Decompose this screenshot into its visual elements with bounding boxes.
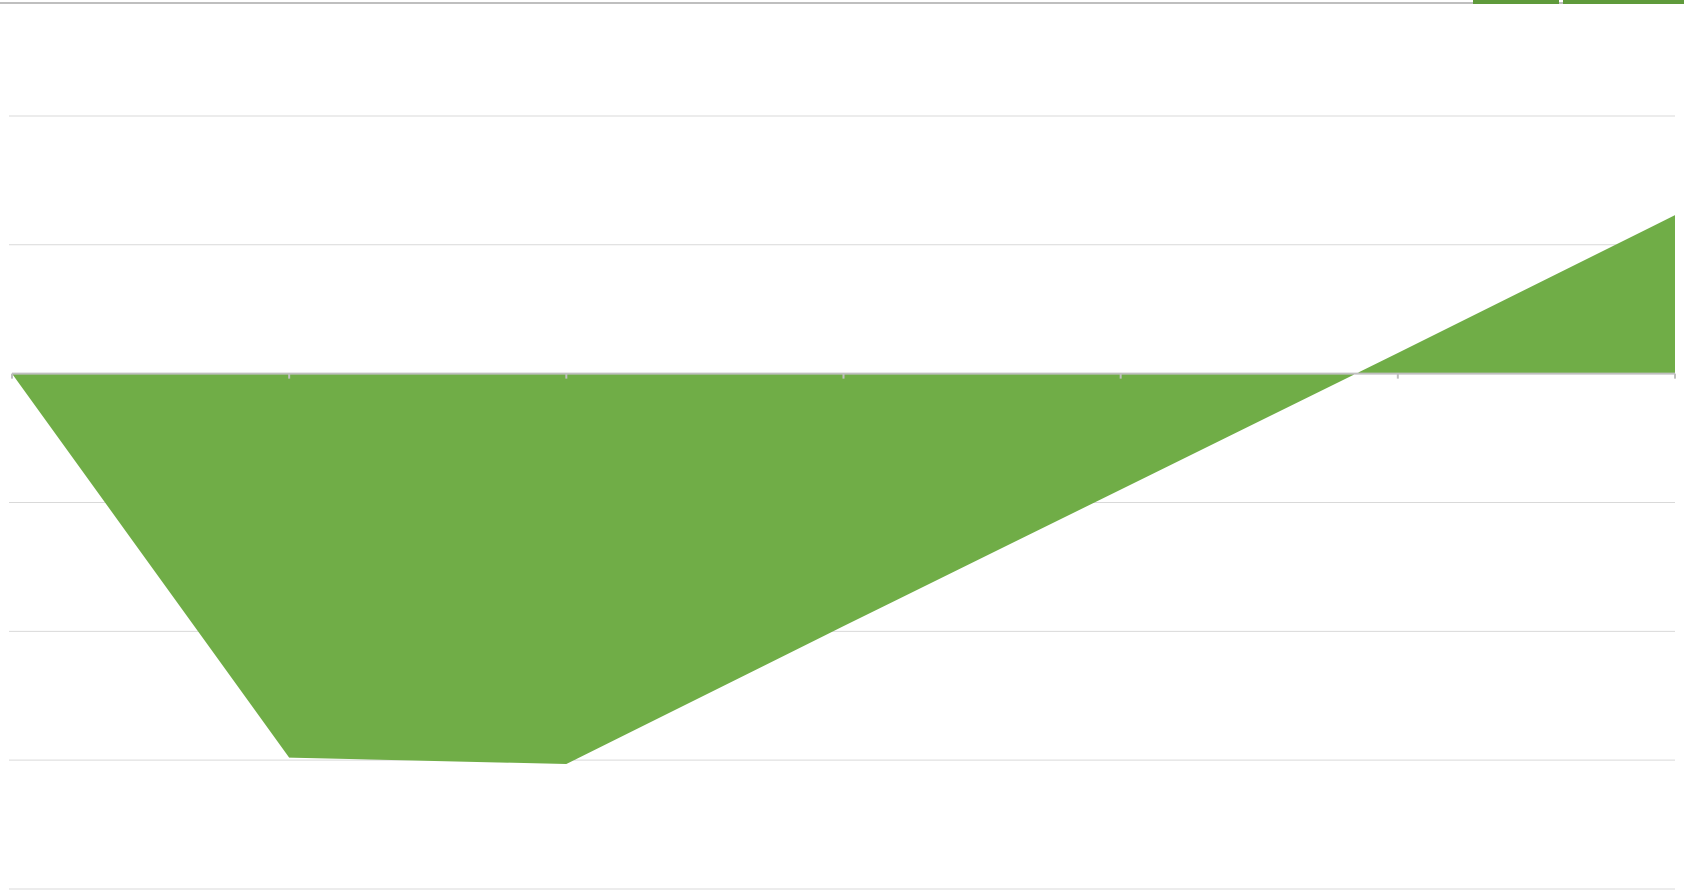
top-strip: [0, 0, 1684, 4]
tab-block: [1563, 0, 1684, 4]
tab-block: [1473, 0, 1559, 4]
area: [12, 215, 1675, 765]
